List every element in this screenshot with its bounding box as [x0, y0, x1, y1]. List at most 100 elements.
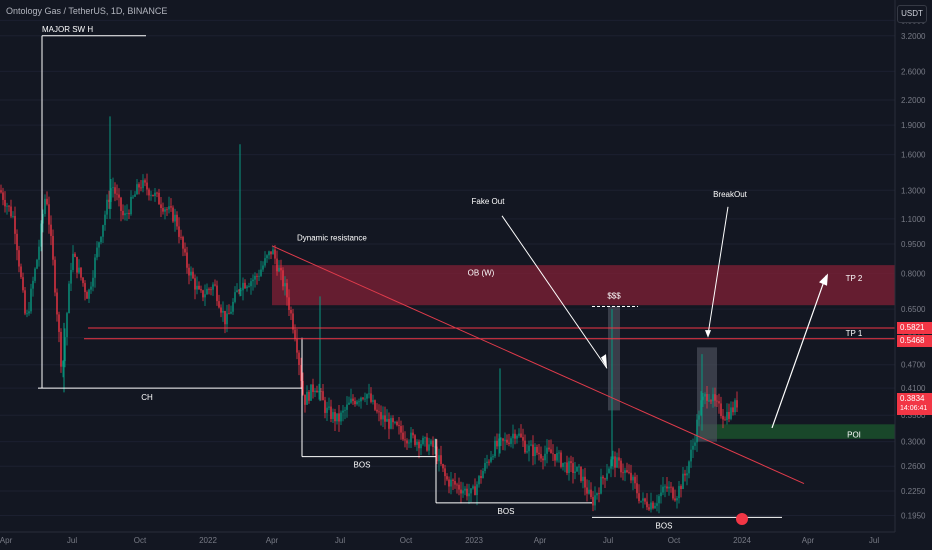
candle-body [52, 235, 54, 260]
x-tick-label: Apr [802, 536, 815, 545]
candle-body [12, 216, 14, 217]
candle-body [400, 426, 402, 433]
y-tick-label: 3.2000 [901, 32, 926, 41]
candle-body [552, 453, 554, 455]
candle-body [162, 208, 164, 212]
candle-body [150, 194, 152, 196]
candle-body [300, 365, 302, 381]
y-tick-label: 0.3500 [901, 411, 926, 420]
candle-body [502, 438, 504, 441]
candle-body [672, 487, 674, 499]
candle-body [666, 486, 668, 489]
candle-body [310, 384, 312, 401]
candle-body [168, 206, 170, 210]
y-tick-label: 0.4700 [901, 361, 926, 370]
candle-body [144, 180, 146, 183]
breakout-label: BreakOut [713, 190, 748, 199]
candle-body [354, 400, 356, 405]
candle-body [152, 194, 154, 197]
candle-body [590, 489, 592, 498]
candle-body [108, 199, 110, 202]
candle-body [228, 313, 230, 315]
candle-body [320, 391, 322, 392]
candle-body [700, 400, 702, 416]
candle-body [170, 206, 172, 208]
y-tick-label: 0.3000 [901, 438, 926, 447]
y-tick-label: 2.2000 [901, 96, 926, 105]
candle-body [330, 406, 332, 420]
candle-body [166, 209, 168, 211]
candle-body [278, 267, 280, 272]
candle-body [652, 502, 654, 509]
candle-body [212, 284, 214, 290]
candle-body [682, 473, 684, 490]
candle-body [26, 313, 28, 315]
candle-body [660, 492, 662, 497]
candle-body [206, 288, 208, 295]
candle-body [640, 500, 642, 502]
candle-body [204, 294, 206, 298]
candle-body [716, 400, 718, 402]
candle-body [722, 415, 724, 420]
candle-body [130, 196, 132, 215]
zones [272, 265, 895, 442]
candle-body [484, 462, 486, 471]
candle-body [178, 226, 180, 237]
candle-body [186, 252, 188, 268]
candle-body [690, 449, 692, 462]
candle-body [30, 288, 32, 312]
x-axis[interactable]: Apr Jul Oct 2022 Apr Jul Oct 2023 Apr Jul Oct 2024 A… [0, 531, 895, 545]
x-tick-label: Apr [266, 536, 279, 545]
candle-body [198, 285, 200, 290]
candle-body [358, 401, 360, 403]
candle-body [72, 253, 74, 270]
y-tick-label: 1.1000 [901, 215, 926, 224]
x-tick-label: Jul [67, 536, 77, 545]
drawings: MAJOR SW H CH BOS BOS BOS TP 1 TP 2 OB (W) POI Dy… [38, 25, 895, 530]
x-tick-label: Oct [134, 536, 147, 545]
candle-body [116, 193, 118, 195]
candle-body [388, 418, 390, 429]
candle-body [132, 196, 134, 198]
candle-body [592, 497, 594, 506]
candle-body [438, 455, 440, 462]
candle-body [490, 457, 492, 462]
candle-body [622, 472, 624, 474]
candle-body [240, 290, 242, 292]
candle-body [314, 390, 316, 393]
candle-body [342, 410, 344, 413]
candle-body [510, 438, 512, 444]
candle-body [126, 213, 128, 214]
candle-body [260, 269, 262, 276]
candle-body [160, 204, 162, 209]
candle-body [580, 466, 582, 481]
candle-body [20, 266, 22, 278]
candle-body [112, 187, 114, 189]
x-tick-label: 2024 [733, 536, 751, 545]
candle-body [638, 493, 640, 502]
candle-body [148, 189, 150, 196]
candle-body [94, 257, 96, 278]
y-axis[interactable]: 3.50003.20002.60002.20001.90001.60001.30… [894, 0, 926, 532]
candle-body [196, 285, 198, 290]
candle-body [696, 419, 698, 443]
candle-body [610, 459, 612, 469]
candle-body [234, 292, 236, 302]
candle-body [540, 454, 542, 459]
candle-body [258, 275, 260, 277]
candle-body [290, 310, 292, 314]
candle-body [64, 337, 66, 362]
candle-body [726, 411, 728, 421]
currency-button[interactable]: USDT [897, 5, 927, 23]
candle-body [646, 501, 648, 508]
candle-body [656, 503, 658, 506]
candle-body [506, 439, 508, 443]
candle-body [248, 286, 250, 287]
y-tick-label: 0.1950 [901, 512, 926, 521]
candle-body [594, 495, 596, 506]
candle-body [138, 184, 140, 188]
bos-3-label: BOS [656, 521, 673, 530]
candle-body [524, 440, 526, 453]
candle-body [288, 297, 290, 311]
